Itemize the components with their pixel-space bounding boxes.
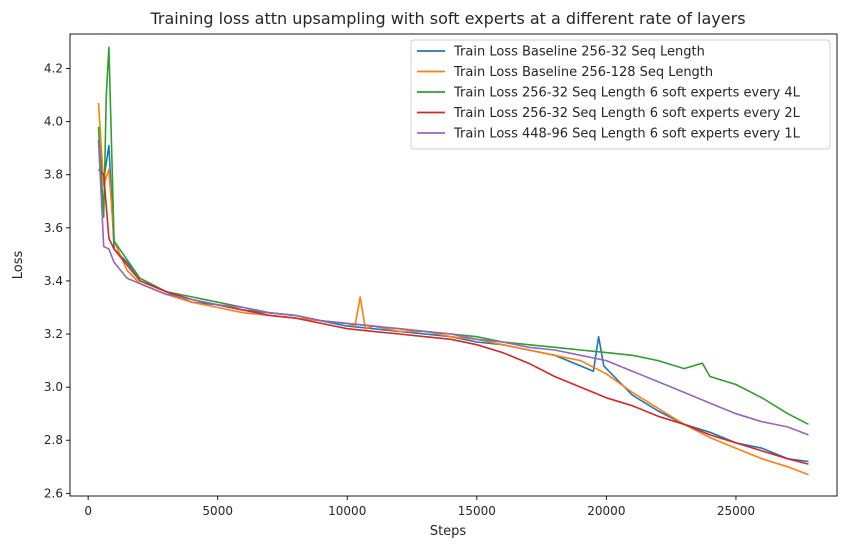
chart-title: Training loss attn upsampling with soft … <box>149 9 745 28</box>
x-axis: 0 5000 10000 15000 20000 25000 <box>84 496 755 518</box>
y-tick-label: 3.4 <box>44 274 63 288</box>
x-tick-label: 5000 <box>202 504 233 518</box>
x-tick-label: 0 <box>84 504 92 518</box>
y-tick-label: 3.2 <box>44 327 63 341</box>
legend-label-5: Train Loss 448-96 Seq Length 6 soft expe… <box>453 127 801 142</box>
series-layer <box>97 46 809 476</box>
plot-frame <box>69 33 838 497</box>
legend-label-2: Train Loss Baseline 256-128 Seq Length <box>453 65 713 80</box>
legend-label-1: Train Loss Baseline 256-32 Seq Length <box>453 45 705 60</box>
x-tick-label: 10000 <box>328 504 366 518</box>
x-tick-label: 25000 <box>717 504 755 518</box>
y-tick-label: 2.8 <box>44 433 63 447</box>
legend: Train Loss Baseline 256-32 Seq Length Tra… <box>410 39 831 150</box>
legend-label-3: Train Loss 256-32 Seq Length 6 soft expe… <box>453 86 801 101</box>
y-tick-label: 3.0 <box>44 380 63 394</box>
y-tick-label: 4.2 <box>44 62 63 76</box>
x-tick-label: 15000 <box>458 504 496 518</box>
series-line-4 <box>97 168 809 465</box>
y-tick-label: 2.6 <box>44 486 63 500</box>
y-axis-label: Loss <box>11 251 26 280</box>
x-axis-label: Steps <box>430 524 467 539</box>
y-tick-label: 4.0 <box>44 115 63 129</box>
y-axis: 2.6 2.8 3.0 3.2 3.4 3.6 3.8 4.0 4.2 <box>44 62 70 500</box>
y-tick-label: 3.6 <box>44 221 63 235</box>
series-line-5 <box>97 140 809 436</box>
legend-box <box>410 39 831 150</box>
x-tick-label: 20000 <box>587 504 625 518</box>
series-line-1 <box>97 140 809 463</box>
series-line-2 <box>97 102 809 476</box>
y-tick-label: 3.8 <box>44 168 63 182</box>
legend-label-4: Train Loss 256-32 Seq Length 6 soft expe… <box>453 106 801 121</box>
